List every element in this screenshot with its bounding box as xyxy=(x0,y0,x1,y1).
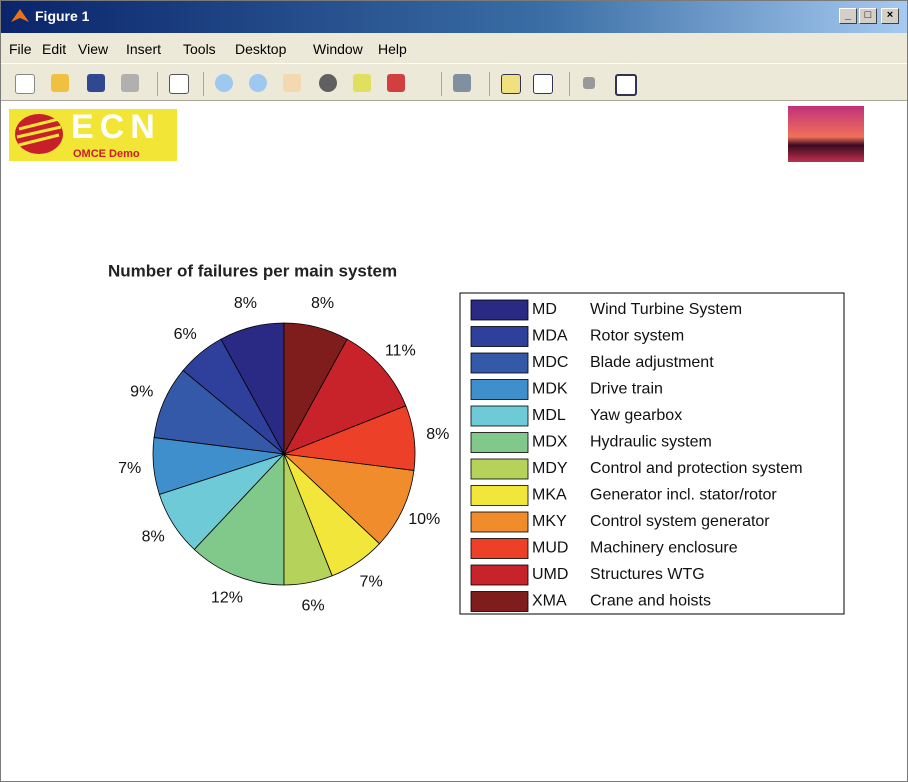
legend-code: XMA xyxy=(532,593,567,610)
legend-swatch xyxy=(471,486,528,506)
slice-label: 9% xyxy=(130,384,153,401)
legend-label: Blade adjustment xyxy=(590,354,714,371)
legend-label: Hydraulic system xyxy=(590,434,712,451)
legend-code: MKA xyxy=(532,487,567,504)
legend-label: Structures WTG xyxy=(590,566,705,583)
legend-label: Control system generator xyxy=(590,513,770,530)
legend-label: Wind Turbine System xyxy=(590,301,742,318)
legend-swatch xyxy=(471,300,528,320)
slice-label: 10% xyxy=(408,511,440,528)
legend-label: Rotor system xyxy=(590,328,684,345)
chart-title: Number of failures per main system xyxy=(108,261,397,280)
legend-label: Drive train xyxy=(590,381,663,398)
slice-label: 12% xyxy=(211,589,243,606)
chart: ECN OMCE Demo Number of failures per mai… xyxy=(1,1,907,781)
legend-swatch xyxy=(471,592,528,612)
legend-label: Machinery enclosure xyxy=(590,540,738,557)
legend-label: Control and protection system xyxy=(590,460,803,477)
slice-label: 8% xyxy=(426,426,449,443)
sunset-image xyxy=(788,106,864,162)
legend-swatch xyxy=(471,459,528,479)
legend-code: MDA xyxy=(532,328,568,345)
slice-label: 8% xyxy=(142,528,165,545)
legend-label: Generator incl. stator/rotor xyxy=(590,487,777,504)
slice-label: 7% xyxy=(360,573,383,590)
legend-code: MUD xyxy=(532,540,568,557)
legend-code: MDL xyxy=(532,407,566,424)
slice-label: 7% xyxy=(118,460,141,477)
legend-code: UMD xyxy=(532,566,568,583)
legend-swatch xyxy=(471,565,528,585)
legend-swatch xyxy=(471,327,528,347)
slice-label: 8% xyxy=(311,295,334,312)
legend-code: MDC xyxy=(532,354,568,371)
slice-label: 6% xyxy=(301,597,324,614)
legend-code: MD xyxy=(532,301,557,318)
legend-code: MKY xyxy=(532,513,567,530)
legend-code: MDY xyxy=(532,460,568,477)
slice-label: 8% xyxy=(234,295,257,312)
legend-label: Crane and hoists xyxy=(590,593,711,610)
legend-swatch xyxy=(471,512,528,532)
legend-swatch xyxy=(471,353,528,373)
legend-swatch xyxy=(471,539,528,559)
legend-label: Yaw gearbox xyxy=(590,407,682,424)
legend-swatch xyxy=(471,406,528,426)
slice-label: 11% xyxy=(385,343,416,360)
legend-code: MDX xyxy=(532,434,568,451)
logo-text: ECN xyxy=(71,108,161,146)
legend-swatch xyxy=(471,380,528,400)
legend-swatch xyxy=(471,433,528,453)
figure-window: Figure 1 _ □ × FileEditViewInsertToolsDe… xyxy=(0,0,908,782)
logo-subtext: OMCE Demo xyxy=(73,148,140,160)
legend-code: MDK xyxy=(532,381,568,398)
ecn-logo: ECN OMCE Demo xyxy=(9,108,177,161)
slice-label: 6% xyxy=(174,326,197,343)
